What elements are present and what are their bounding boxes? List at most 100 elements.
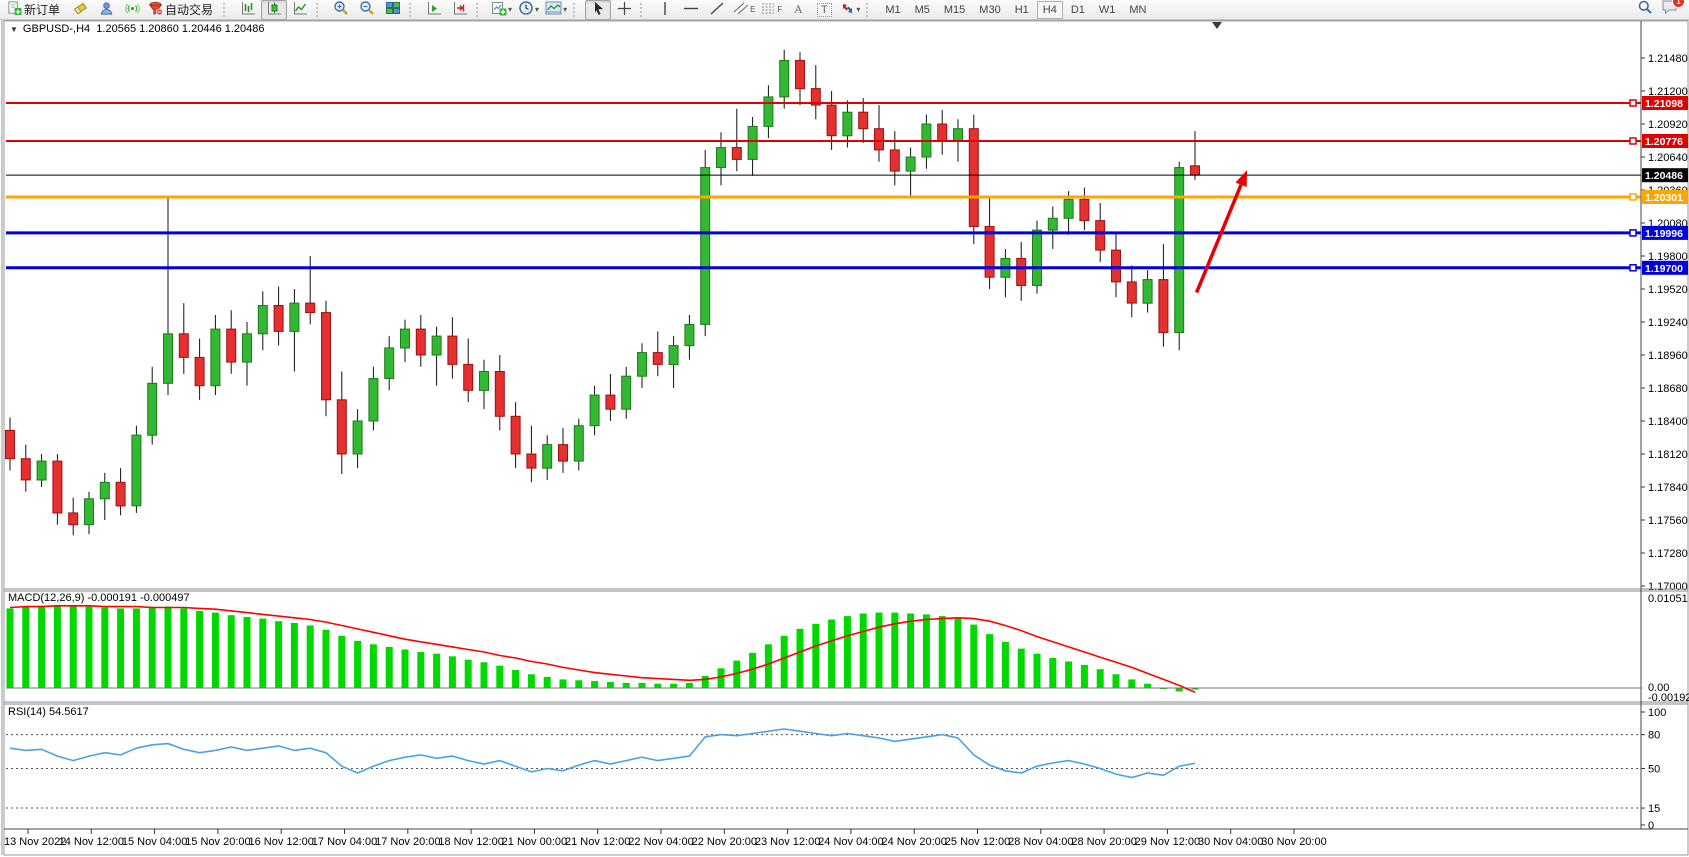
cursor-button[interactable] <box>585 0 612 20</box>
bar-chart-icon <box>240 1 256 19</box>
highlighter-icon <box>73 1 88 19</box>
arrows-icon <box>840 1 855 19</box>
equidistant-channel-button[interactable]: E <box>730 0 758 20</box>
signals-icon <box>124 1 140 19</box>
chevron-down-icon: ▾ <box>856 5 861 14</box>
svg-text:18 Nov 12:00: 18 Nov 12:00 <box>438 836 503 848</box>
crosshair-icon <box>617 1 632 19</box>
tile-windows-button[interactable] <box>380 0 406 20</box>
timeframe-group: M1 M5 M15 M30 H1 H4 D1 W1 MN <box>878 0 1153 19</box>
candlestick-chart-button[interactable] <box>261 0 288 20</box>
new-order-icon <box>7 0 22 19</box>
svg-text:0.00: 0.00 <box>1648 682 1669 694</box>
timeframe-M15[interactable]: M15 <box>943 3 966 16</box>
text-icon: A <box>793 2 803 16</box>
periods-button[interactable]: ▾ <box>515 0 542 20</box>
chart-shift-button[interactable] <box>447 0 473 20</box>
rsi-indicator-label: RSI(14) 54.5617 <box>8 706 89 718</box>
svg-text:1.18680: 1.18680 <box>1648 383 1688 395</box>
signals-button[interactable] <box>119 0 145 20</box>
svg-text:1.19520: 1.19520 <box>1648 284 1688 296</box>
tile-windows-icon <box>385 1 401 19</box>
svg-text:17 Nov 04:00: 17 Nov 04:00 <box>312 836 377 848</box>
horizontal-line-button[interactable] <box>678 0 704 20</box>
horizontal-line-icon <box>683 1 699 19</box>
timeframe-H4[interactable]: H4 <box>1036 0 1063 19</box>
svg-text:1.17840: 1.17840 <box>1648 482 1688 494</box>
toolbar-separator <box>640 2 647 17</box>
svg-text:1.20640: 1.20640 <box>1648 152 1688 164</box>
svg-text:22 Nov 20:00: 22 Nov 20:00 <box>692 836 757 848</box>
svg-text:29 Nov 12:00: 29 Nov 12:00 <box>1135 836 1200 848</box>
svg-text:1.20301: 1.20301 <box>1645 192 1683 204</box>
svg-text:17 Nov 20:00: 17 Nov 20:00 <box>375 836 440 848</box>
main-toolbar: 新订单 自动交易 <box>0 0 1689 20</box>
search-icon[interactable] <box>1637 0 1653 20</box>
notification-badge: 1 <box>1672 0 1685 8</box>
bar-chart-button[interactable] <box>235 0 261 20</box>
templates-button[interactable]: ▾ <box>542 0 570 20</box>
text-button[interactable]: A <box>785 0 811 20</box>
svg-text:24 Nov 20:00: 24 Nov 20:00 <box>881 836 946 848</box>
template-icon <box>545 1 562 18</box>
line-chart-button[interactable] <box>287 0 313 20</box>
clock-icon <box>518 0 534 19</box>
chevron-down-icon: ▾ <box>508 5 513 14</box>
text-label-button[interactable]: T <box>811 0 837 20</box>
svg-text:21 Nov 12:00: 21 Nov 12:00 <box>565 836 630 848</box>
zoom-in-button[interactable] <box>328 0 354 20</box>
timeframe-MN[interactable]: MN <box>1129 3 1147 16</box>
svg-text:100: 100 <box>1648 707 1666 719</box>
channel-letter: E <box>750 5 756 14</box>
indicators-button[interactable]: ▾ <box>488 0 515 20</box>
arrows-button[interactable]: ▾ <box>837 0 863 20</box>
timeframe-W1[interactable]: W1 <box>1098 3 1116 16</box>
toolbar-separator <box>223 2 230 17</box>
vertical-line-button[interactable] <box>652 0 678 20</box>
chart-autoscroll-icon <box>426 1 442 19</box>
svg-text:80: 80 <box>1648 730 1660 742</box>
autotrading-button[interactable]: 自动交易 <box>145 0 220 20</box>
chevron-down-icon: ▼ <box>10 25 18 34</box>
toolbar-separator <box>316 2 323 17</box>
timeframe-M1[interactable]: M1 <box>885 3 901 16</box>
new-order-button[interactable]: 新订单 <box>4 0 67 20</box>
svg-text:25 Nov 12:00: 25 Nov 12:00 <box>945 836 1010 848</box>
community-button[interactable] <box>93 0 119 20</box>
crosshair-button[interactable] <box>611 0 637 20</box>
timeframe-M5[interactable]: M5 <box>914 3 930 16</box>
macd-indicator-label: MACD(12,26,9) -0.000191 -0.000497 <box>8 592 190 604</box>
zoom-out-icon <box>359 0 375 19</box>
toolbar-separator <box>409 2 416 17</box>
timeframe-H1[interactable]: H1 <box>1014 3 1029 16</box>
trendline-icon <box>709 1 725 19</box>
svg-text:1.21098: 1.21098 <box>1645 98 1683 110</box>
chart-shift-icon <box>452 1 468 19</box>
zoom-out-button[interactable] <box>354 0 380 20</box>
timeframe-M30[interactable]: M30 <box>979 3 1001 16</box>
svg-text:1.18120: 1.18120 <box>1648 449 1688 461</box>
highlighter-button[interactable] <box>67 0 93 20</box>
svg-text:1.19800: 1.19800 <box>1648 251 1688 263</box>
svg-text:28 Nov 04:00: 28 Nov 04:00 <box>1008 836 1073 848</box>
svg-text:13 Nov 2022: 13 Nov 2022 <box>4 836 66 848</box>
timeframe-D1[interactable]: D1 <box>1070 3 1085 16</box>
chat-button[interactable]: 1 <box>1661 0 1685 20</box>
svg-text:22 Nov 04:00: 22 Nov 04:00 <box>628 836 693 848</box>
svg-text:24 Nov 04:00: 24 Nov 04:00 <box>818 836 883 848</box>
chart-symbol-period: GBPUSD-,H4 <box>22 23 91 35</box>
fibonacci-button[interactable]: F <box>758 0 785 20</box>
trendline-button[interactable] <box>704 0 730 20</box>
svg-text:16 Nov 12:00: 16 Nov 12:00 <box>248 836 313 848</box>
community-person-icon <box>99 1 114 19</box>
fibonacci-icon <box>761 1 777 19</box>
chart-autoscroll-button[interactable] <box>421 0 447 20</box>
svg-text:1.19996: 1.19996 <box>1645 228 1683 240</box>
line-chart-icon <box>292 1 308 19</box>
svg-text:15 Nov 04:00: 15 Nov 04:00 <box>122 836 187 848</box>
svg-text:1.17280: 1.17280 <box>1648 548 1688 560</box>
toolbar-right-icons: 1 <box>1637 0 1685 20</box>
svg-text:1.20776: 1.20776 <box>1645 136 1683 148</box>
